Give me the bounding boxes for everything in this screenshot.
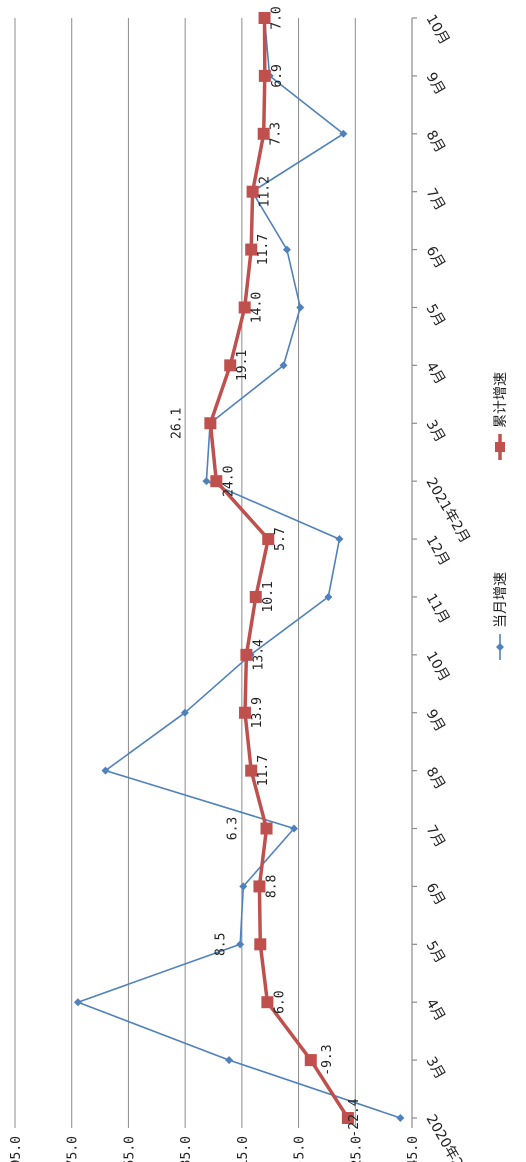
series-point [238,301,251,314]
value-tick-label: 55.0 [122,1136,137,1162]
category-tick-label: 9月 [423,707,448,735]
series-point [240,648,253,661]
series-line [208,17,350,1119]
value-tick-label: 15.0 [236,1136,251,1162]
category-tick-label: 12月 [423,533,453,569]
series-point [73,998,82,1007]
series-point [101,766,110,775]
category-tick-label: 10月 [423,649,453,685]
legend-swatch-marker [496,643,504,651]
data-label: -22.4 [347,1098,362,1137]
data-label: 11.7 [256,234,271,265]
series-point [249,590,262,603]
data-label: 14.0 [250,292,265,323]
series-point [396,1114,405,1122]
data-label: 5.7 [273,527,288,550]
category-tick-label: 8月 [423,765,448,793]
series-point [180,708,189,717]
series-point [253,880,266,893]
series-point [262,533,275,546]
series-point [339,129,348,138]
series-point [341,1112,354,1124]
series-point [282,245,291,254]
data-label: 26.1 [169,408,184,439]
series-point [225,1056,234,1065]
legend-label: 当月增速 [493,572,509,628]
category-tick-label: 4月 [423,996,448,1024]
value-tick-label: 75.0 [66,1136,81,1162]
category-tick-label: 7月 [423,823,448,851]
data-label: 13.4 [251,639,266,670]
series-point [245,764,258,777]
series-point [304,1054,317,1067]
value-tick-label: 95.0 [9,1136,24,1162]
category-tick-label: 8月 [423,128,448,156]
series-point [210,475,223,488]
data-label: 8.5 [213,933,228,956]
legend-swatch-marker [495,442,505,452]
category-tick-label: 3月 [423,417,448,445]
category-tick-label: 2020年2月 [423,1112,473,1162]
series-line [77,17,401,1119]
series-point [254,938,267,951]
data-label: 6.9 [270,64,285,87]
series-point [224,359,237,372]
series-point [202,477,211,486]
data-label: 7.0 [270,6,285,29]
data-label: 19.1 [235,350,250,381]
series-point [296,303,305,312]
series-point [324,592,333,601]
series-point [261,996,274,1009]
data-label: 7.3 [269,122,284,145]
series-point [238,706,251,719]
series-point [290,824,299,833]
category-tick-label: 6月 [423,880,448,908]
data-label: -9.3 [320,1044,335,1075]
category-tick-label: 4月 [423,359,448,387]
series-point [245,243,258,256]
category-tick-label: 5月 [423,301,448,329]
series-point [239,882,248,891]
category-tick-label: 3月 [423,1054,448,1082]
value-tick-label: -5.0 [293,1136,308,1162]
category-tick-label: 9月 [423,70,448,98]
series-layer [73,12,405,1124]
data-label: 24.0 [221,466,236,497]
data-label: 8.8 [264,875,279,898]
category-tick-label: 5月 [423,938,448,966]
data-label: 6.3 [226,817,241,840]
series-point [204,417,217,430]
data-label: 11.7 [256,755,271,786]
value-axis-ticks: -45.0 -25.0 -5.0 15.0 35.0 55.0 75.0 95.0 [9,1136,421,1162]
data-label: 6.0 [272,990,287,1013]
series-point [236,940,245,949]
category-tick-label: 11月 [423,591,453,627]
category-tick-label: 6月 [423,244,448,272]
value-tick-label: 35.0 [179,1136,194,1162]
legend-label: 累计增速 [493,372,509,428]
category-tick-label: 7月 [423,186,448,214]
gridlines [14,18,413,1128]
category-tick-label: 10月 [423,12,453,48]
series-point [258,69,271,82]
series-point [258,12,271,24]
series-point [279,361,288,370]
value-tick-label: -25.0 [349,1136,364,1162]
category-tick-label: 2021年2月 [423,475,473,546]
series-point [335,535,344,544]
series-point [260,822,273,835]
data-labels: -22.4 -9.3 6.0 8.5 8.8 6.3 11.7 13.9 13.4 10.1 5.7… [169,6,362,1137]
data-label: 10.1 [261,581,276,612]
data-label: 13.9 [250,697,265,728]
data-label: 11.2 [258,176,273,207]
series-point [246,185,259,198]
series-point [257,127,270,140]
value-tick-label: -45.0 [406,1136,421,1162]
